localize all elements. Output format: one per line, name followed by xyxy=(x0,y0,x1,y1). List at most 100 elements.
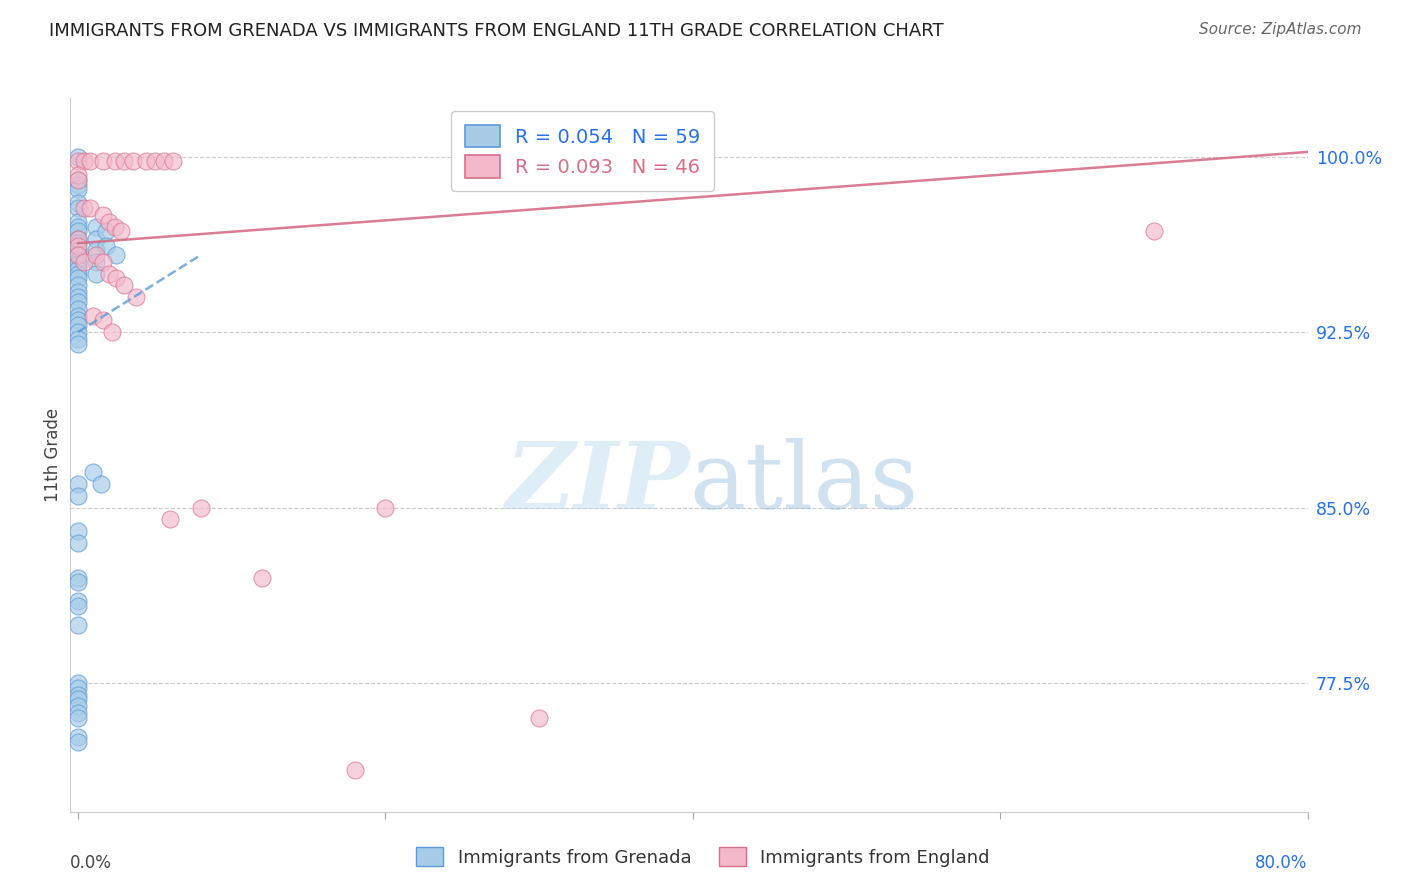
Point xyxy=(66,231,89,245)
Point xyxy=(66,313,89,327)
Point xyxy=(112,278,135,293)
Point xyxy=(66,301,89,316)
Point xyxy=(66,252,89,267)
Point xyxy=(97,215,120,229)
Point xyxy=(66,225,89,239)
Point xyxy=(66,219,89,234)
Point xyxy=(66,336,89,351)
Point xyxy=(86,267,108,281)
Point xyxy=(125,290,148,304)
Point xyxy=(66,278,89,293)
Text: atlas: atlas xyxy=(689,439,918,528)
Point xyxy=(73,201,96,215)
Point xyxy=(82,309,104,323)
Point xyxy=(101,325,124,339)
Point xyxy=(105,248,128,262)
Point xyxy=(162,154,184,169)
Point xyxy=(66,169,89,183)
Point xyxy=(66,692,89,706)
Point xyxy=(66,681,89,695)
Point xyxy=(135,154,157,169)
Point xyxy=(86,231,108,245)
Point xyxy=(79,154,101,169)
Text: 80.0%: 80.0% xyxy=(1256,854,1308,871)
Point xyxy=(66,599,89,613)
Point xyxy=(252,571,274,585)
Point xyxy=(66,248,89,262)
Point xyxy=(66,215,89,229)
Point xyxy=(66,231,89,245)
Point xyxy=(153,154,176,169)
Point xyxy=(94,225,117,239)
Point xyxy=(66,699,89,714)
Point xyxy=(66,182,89,196)
Point xyxy=(66,178,89,192)
Point xyxy=(66,730,89,744)
Point xyxy=(527,711,550,725)
Point xyxy=(73,255,96,269)
Text: 0.0%: 0.0% xyxy=(70,854,112,871)
Point xyxy=(104,154,127,169)
Point xyxy=(66,325,89,339)
Point xyxy=(97,267,120,281)
Point xyxy=(66,257,89,271)
Point xyxy=(66,271,89,285)
Point xyxy=(66,571,89,585)
Point xyxy=(122,154,145,169)
Point xyxy=(66,535,89,549)
Point xyxy=(66,238,89,252)
Point xyxy=(190,500,212,515)
Point xyxy=(86,219,108,234)
Point xyxy=(66,688,89,702)
Point xyxy=(66,332,89,346)
Point xyxy=(112,154,135,169)
Point xyxy=(66,477,89,491)
Text: Source: ZipAtlas.com: Source: ZipAtlas.com xyxy=(1198,22,1361,37)
Point xyxy=(66,711,89,725)
Text: IMMIGRANTS FROM GRENADA VS IMMIGRANTS FROM ENGLAND 11TH GRADE CORRELATION CHART: IMMIGRANTS FROM GRENADA VS IMMIGRANTS FR… xyxy=(49,22,943,40)
Point xyxy=(91,154,114,169)
Point xyxy=(66,318,89,332)
Point xyxy=(73,154,96,169)
Point xyxy=(159,512,181,526)
Point xyxy=(66,154,89,169)
Point xyxy=(66,196,89,211)
Point xyxy=(66,706,89,721)
Text: ZIP: ZIP xyxy=(505,439,689,528)
Point xyxy=(66,734,89,748)
Point xyxy=(91,255,114,269)
Point xyxy=(90,477,112,491)
Point xyxy=(66,261,89,276)
Point xyxy=(66,524,89,538)
Point xyxy=(86,243,108,257)
Point xyxy=(94,238,117,252)
Point xyxy=(66,575,89,590)
Point xyxy=(66,243,89,257)
Legend: Immigrants from Grenada, Immigrants from England: Immigrants from Grenada, Immigrants from… xyxy=(409,840,997,874)
Point xyxy=(91,313,114,327)
Point xyxy=(79,201,101,215)
Point xyxy=(66,150,89,164)
Point xyxy=(110,225,132,239)
Point xyxy=(66,594,89,608)
Point xyxy=(105,271,128,285)
Point xyxy=(66,294,89,309)
Point xyxy=(66,173,89,187)
Point xyxy=(1143,225,1166,239)
Point xyxy=(104,219,127,234)
Point xyxy=(66,617,89,632)
Point xyxy=(66,248,89,262)
Legend: R = 0.054   N = 59, R = 0.093   N = 46: R = 0.054 N = 59, R = 0.093 N = 46 xyxy=(451,112,714,191)
Y-axis label: 11th Grade: 11th Grade xyxy=(44,408,62,502)
Point xyxy=(374,500,396,515)
Point xyxy=(66,489,89,503)
Point xyxy=(66,173,89,187)
Point xyxy=(66,201,89,215)
Point xyxy=(82,466,104,480)
Point xyxy=(91,208,114,222)
Point xyxy=(86,255,108,269)
Point xyxy=(66,267,89,281)
Point xyxy=(66,285,89,300)
Point xyxy=(66,676,89,690)
Point xyxy=(66,236,89,251)
